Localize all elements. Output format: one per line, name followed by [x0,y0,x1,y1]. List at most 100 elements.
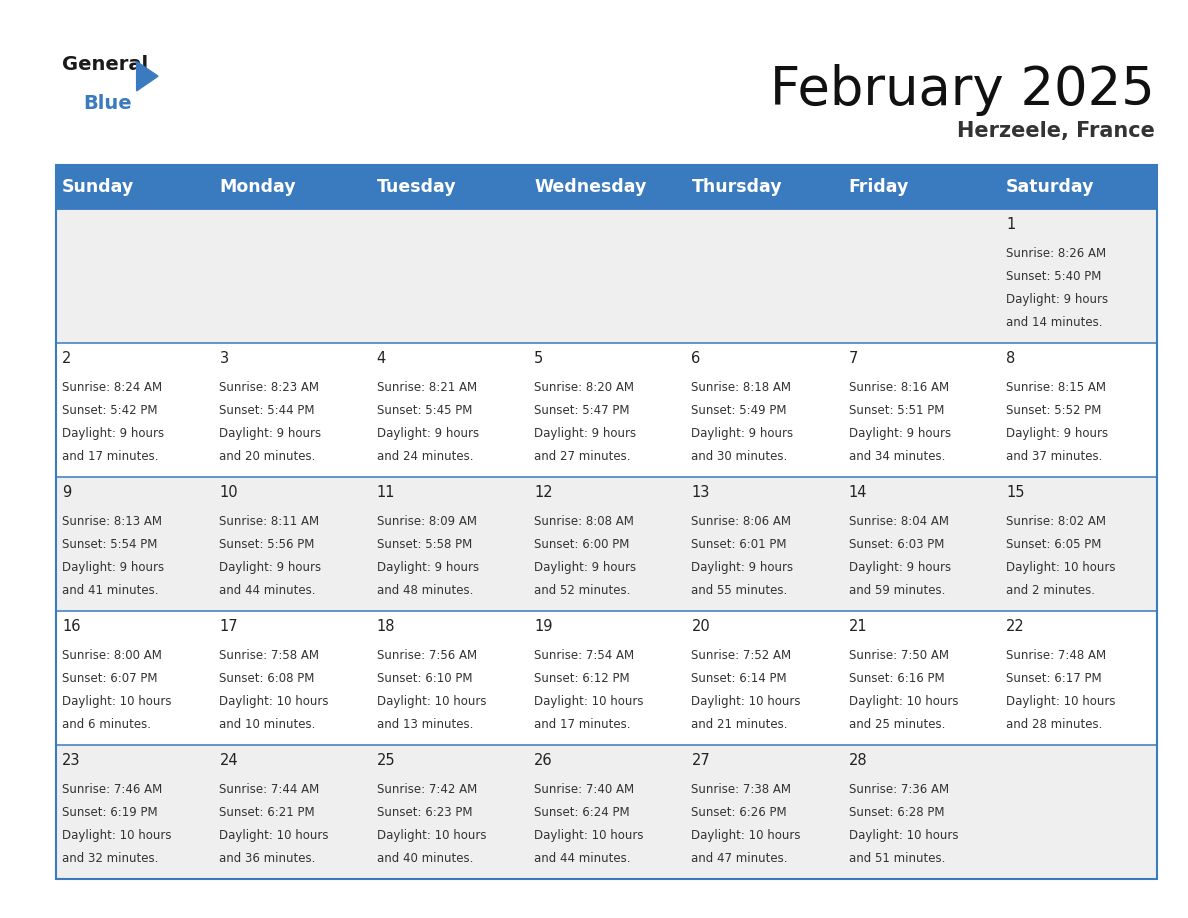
Text: Sunrise: 7:58 AM: Sunrise: 7:58 AM [220,649,320,662]
Text: Sunrise: 8:15 AM: Sunrise: 8:15 AM [1006,381,1106,394]
Text: 19: 19 [535,620,552,634]
Text: General: General [62,55,147,74]
Text: and 52 minutes.: and 52 minutes. [535,584,631,598]
Text: Daylight: 10 hours: Daylight: 10 hours [220,829,329,842]
Text: Sunrise: 7:50 AM: Sunrise: 7:50 AM [848,649,949,662]
Text: Daylight: 9 hours: Daylight: 9 hours [848,561,950,574]
Text: Sunrise: 8:06 AM: Sunrise: 8:06 AM [691,515,791,528]
Text: 14: 14 [848,486,867,500]
Bar [56,165,1157,879]
Text: Sunrise: 8:24 AM: Sunrise: 8:24 AM [62,381,163,394]
Text: Daylight: 9 hours: Daylight: 9 hours [1006,293,1108,306]
Polygon shape [137,62,158,91]
Text: Sunset: 6:16 PM: Sunset: 6:16 PM [848,672,944,685]
Text: Sunset: 6:28 PM: Sunset: 6:28 PM [848,806,944,819]
Text: 4: 4 [377,352,386,366]
Text: and 48 minutes.: and 48 minutes. [377,584,473,598]
Text: 23: 23 [62,754,81,768]
Text: and 41 minutes.: and 41 minutes. [62,584,159,598]
Text: 7: 7 [848,352,858,366]
Text: Sunset: 6:17 PM: Sunset: 6:17 PM [1006,672,1101,685]
Text: and 2 minutes.: and 2 minutes. [1006,584,1095,598]
Text: and 34 minutes.: and 34 minutes. [848,450,946,464]
Text: Sunrise: 8:04 AM: Sunrise: 8:04 AM [848,515,949,528]
Text: Daylight: 10 hours: Daylight: 10 hours [1006,695,1116,708]
Text: 17: 17 [220,620,238,634]
Text: and 17 minutes.: and 17 minutes. [535,718,631,732]
Text: Daylight: 10 hours: Daylight: 10 hours [220,695,329,708]
Text: Sunrise: 8:08 AM: Sunrise: 8:08 AM [535,515,634,528]
Text: Daylight: 10 hours: Daylight: 10 hours [691,829,801,842]
Text: Sunset: 5:40 PM: Sunset: 5:40 PM [1006,270,1101,283]
Text: and 59 minutes.: and 59 minutes. [848,584,946,598]
Text: Sunrise: 7:42 AM: Sunrise: 7:42 AM [377,783,478,796]
Text: 20: 20 [691,620,710,634]
Text: Daylight: 9 hours: Daylight: 9 hours [691,427,794,440]
Text: and 14 minutes.: and 14 minutes. [1006,316,1102,330]
Text: Sunrise: 8:00 AM: Sunrise: 8:00 AM [62,649,162,662]
Text: Sunset: 6:01 PM: Sunset: 6:01 PM [691,538,786,551]
Text: Daylight: 9 hours: Daylight: 9 hours [220,427,322,440]
Text: and 10 minutes.: and 10 minutes. [220,718,316,732]
Text: and 51 minutes.: and 51 minutes. [848,852,946,866]
Text: Daylight: 9 hours: Daylight: 9 hours [377,427,479,440]
Text: Sunset: 6:08 PM: Sunset: 6:08 PM [220,672,315,685]
Text: Daylight: 9 hours: Daylight: 9 hours [220,561,322,574]
Text: and 30 minutes.: and 30 minutes. [691,450,788,464]
Text: Sunrise: 8:23 AM: Sunrise: 8:23 AM [220,381,320,394]
Text: Blue: Blue [83,94,132,113]
Text: Sunrise: 8:02 AM: Sunrise: 8:02 AM [1006,515,1106,528]
Text: Sunset: 6:26 PM: Sunset: 6:26 PM [691,806,788,819]
Text: and 37 minutes.: and 37 minutes. [1006,450,1102,464]
Text: Daylight: 10 hours: Daylight: 10 hours [62,695,171,708]
Text: Sunset: 5:56 PM: Sunset: 5:56 PM [220,538,315,551]
Text: Sunrise: 7:40 AM: Sunrise: 7:40 AM [535,783,634,796]
Text: Sunrise: 8:11 AM: Sunrise: 8:11 AM [220,515,320,528]
Text: Sunset: 5:47 PM: Sunset: 5:47 PM [535,404,630,417]
Text: and 55 minutes.: and 55 minutes. [691,584,788,598]
Text: 10: 10 [220,486,238,500]
Text: Sunrise: 8:26 AM: Sunrise: 8:26 AM [1006,247,1106,260]
Text: Sunset: 6:24 PM: Sunset: 6:24 PM [535,806,630,819]
Text: and 27 minutes.: and 27 minutes. [535,450,631,464]
Text: Sunrise: 8:21 AM: Sunrise: 8:21 AM [377,381,476,394]
Text: and 24 minutes.: and 24 minutes. [377,450,473,464]
Text: Daylight: 9 hours: Daylight: 9 hours [848,427,950,440]
Text: Daylight: 9 hours: Daylight: 9 hours [691,561,794,574]
Text: Sunset: 5:52 PM: Sunset: 5:52 PM [1006,404,1101,417]
Bar [56,343,1157,477]
Bar [56,745,1157,879]
Text: Sunrise: 7:54 AM: Sunrise: 7:54 AM [535,649,634,662]
Text: Sunrise: 7:36 AM: Sunrise: 7:36 AM [848,783,949,796]
Text: Thursday: Thursday [691,178,782,196]
Text: 8: 8 [1006,352,1016,366]
Text: Sunset: 6:00 PM: Sunset: 6:00 PM [535,538,630,551]
Text: 11: 11 [377,486,396,500]
Text: 22: 22 [1006,620,1025,634]
Text: 1: 1 [1006,218,1016,232]
Text: 27: 27 [691,754,710,768]
Text: Sunset: 6:10 PM: Sunset: 6:10 PM [377,672,473,685]
Text: Daylight: 9 hours: Daylight: 9 hours [535,427,637,440]
Text: and 40 minutes.: and 40 minutes. [377,852,473,866]
Text: Sunset: 5:51 PM: Sunset: 5:51 PM [848,404,944,417]
Text: Sunrise: 8:09 AM: Sunrise: 8:09 AM [377,515,476,528]
Text: 15: 15 [1006,486,1024,500]
Text: Daylight: 10 hours: Daylight: 10 hours [848,695,959,708]
Text: 25: 25 [377,754,396,768]
Text: Daylight: 10 hours: Daylight: 10 hours [691,695,801,708]
Text: Daylight: 9 hours: Daylight: 9 hours [62,427,164,440]
Text: Daylight: 9 hours: Daylight: 9 hours [62,561,164,574]
Text: Sunrise: 8:13 AM: Sunrise: 8:13 AM [62,515,162,528]
Text: Sunset: 6:21 PM: Sunset: 6:21 PM [220,806,315,819]
Text: Sunset: 5:45 PM: Sunset: 5:45 PM [377,404,472,417]
Text: and 44 minutes.: and 44 minutes. [220,584,316,598]
Text: Saturday: Saturday [1006,178,1094,196]
Text: and 20 minutes.: and 20 minutes. [220,450,316,464]
Text: 16: 16 [62,620,81,634]
Text: Sunrise: 7:44 AM: Sunrise: 7:44 AM [220,783,320,796]
Text: Sunrise: 7:56 AM: Sunrise: 7:56 AM [377,649,476,662]
Text: 9: 9 [62,486,71,500]
Text: 21: 21 [848,620,867,634]
Text: Daylight: 10 hours: Daylight: 10 hours [535,829,644,842]
